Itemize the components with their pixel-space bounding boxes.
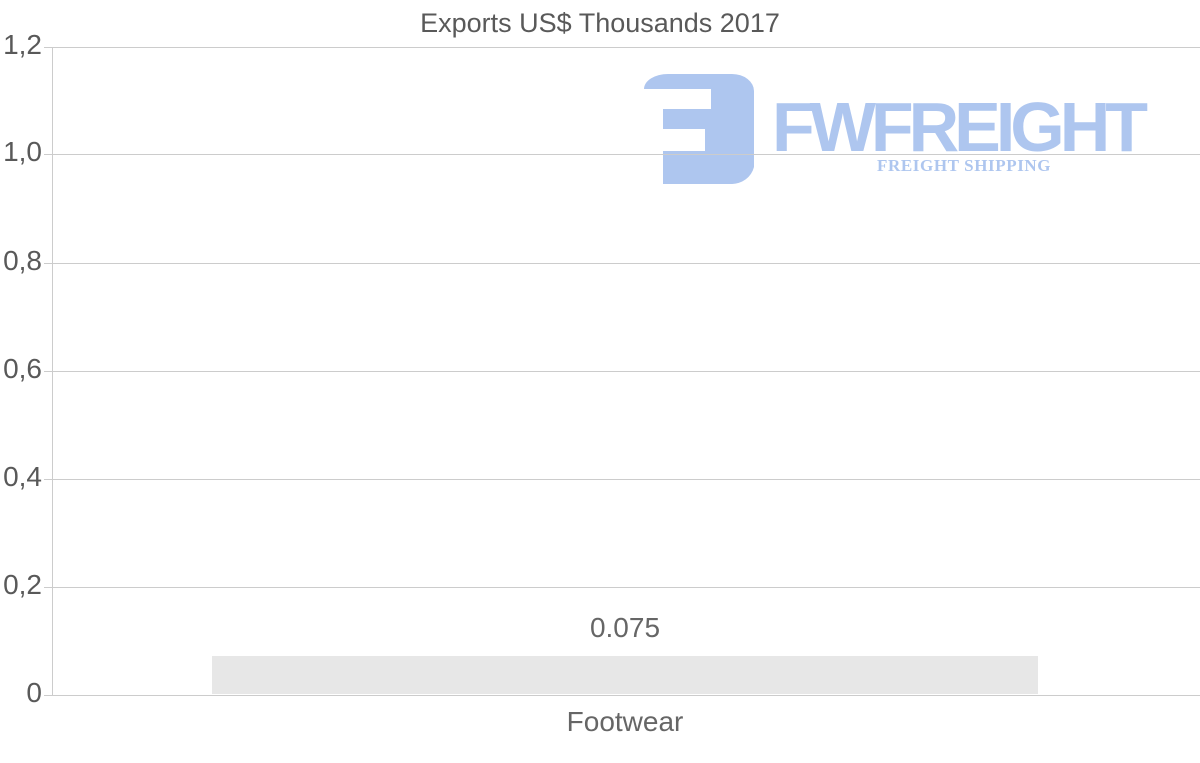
svg-text:FREIGHT SHIPPING: FREIGHT SHIPPING: [877, 156, 1051, 175]
